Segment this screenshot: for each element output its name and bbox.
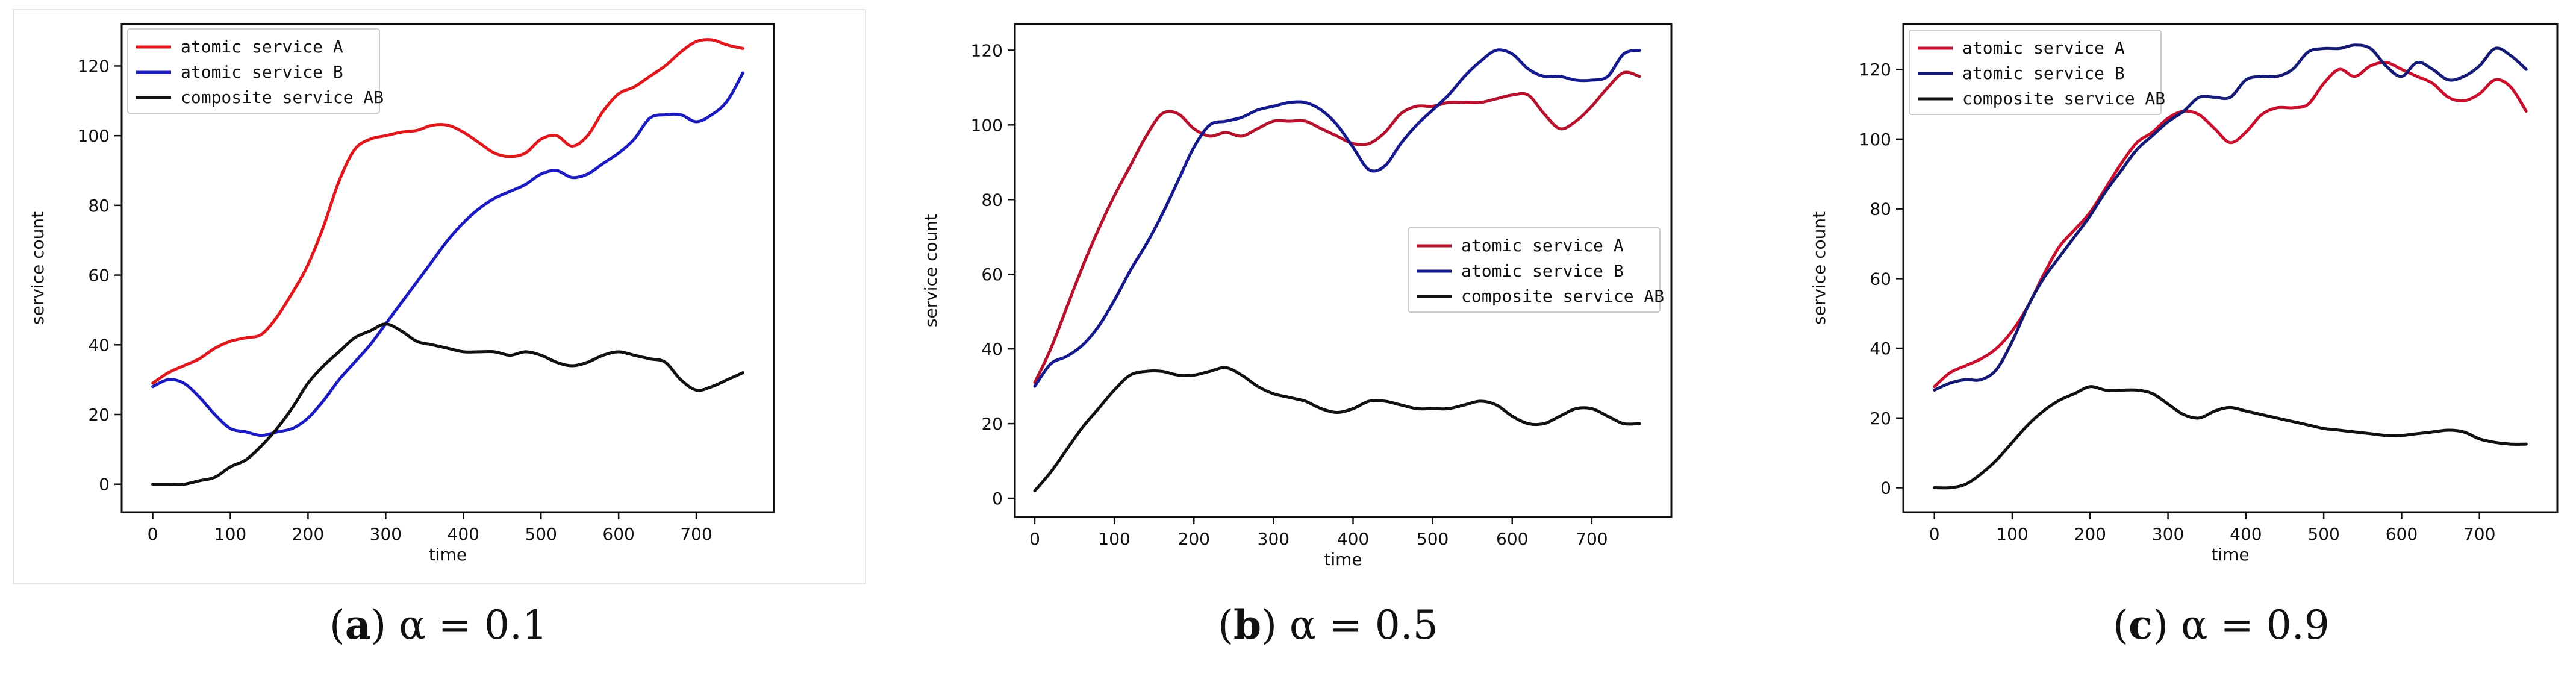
legend-label: atomic service A bbox=[1461, 236, 1624, 255]
x-tick-label: 100 bbox=[1996, 524, 2028, 544]
x-axis-label: time bbox=[1324, 549, 1362, 569]
y-tick-label: 120 bbox=[78, 56, 110, 76]
legend-label: composite service AB bbox=[1962, 89, 2165, 108]
series-line-3 bbox=[1933, 385, 2528, 490]
x-tick-label: 500 bbox=[525, 524, 557, 544]
caption-paren: ( bbox=[1218, 602, 1233, 648]
x-tick-label: 600 bbox=[2386, 524, 2418, 544]
caption-letter: c bbox=[2128, 601, 2153, 648]
y-tick-label: 40 bbox=[88, 335, 110, 355]
legend-label: atomic service B bbox=[181, 62, 343, 82]
series-line-3 bbox=[151, 322, 744, 486]
x-tick-label: 0 bbox=[148, 524, 158, 544]
x-axis-label: time bbox=[2211, 545, 2249, 565]
chart-c: 0 100 200 300 400 500 600 700 0 20 40 60 80 100 120 tim… bbox=[1809, 23, 2559, 648]
x-tick-label: 200 bbox=[1178, 529, 1210, 549]
x-tick-label: 100 bbox=[214, 524, 246, 544]
x-tick-label: 300 bbox=[1258, 529, 1290, 549]
chart-caption: (a) α = 0.1 bbox=[329, 601, 547, 648]
y-tick-label: 100 bbox=[971, 115, 1003, 135]
series-line-2 bbox=[151, 71, 744, 437]
x-tick-label: 700 bbox=[2463, 524, 2495, 544]
legend-box bbox=[1408, 227, 1661, 313]
caption-paren: ( bbox=[329, 602, 345, 648]
legend-label: atomic service B bbox=[1461, 261, 1624, 281]
y-tick-label: 100 bbox=[1859, 130, 1891, 149]
x-tick-label: 200 bbox=[2074, 524, 2106, 544]
x-tick-label: 600 bbox=[602, 524, 634, 544]
y-tick-label: 20 bbox=[88, 405, 110, 425]
x-tick-label: 500 bbox=[2307, 524, 2339, 544]
series-line-2 bbox=[1033, 48, 1641, 388]
legend-label: atomic service A bbox=[181, 37, 343, 57]
x-tick-label: 300 bbox=[2152, 524, 2184, 544]
caption-expression: α = 0.9 bbox=[2181, 602, 2330, 648]
caption-paren: ( bbox=[2113, 602, 2128, 648]
x-tick-label: 200 bbox=[292, 524, 324, 544]
legend-box bbox=[1909, 30, 2162, 115]
chart-caption: (c) α = 0.9 bbox=[2113, 601, 2329, 648]
caption-paren: ) bbox=[2153, 602, 2181, 648]
x-tick-label: 400 bbox=[2230, 524, 2262, 544]
series-line-3 bbox=[1033, 366, 1641, 493]
caption-expression: α = 0.1 bbox=[399, 602, 547, 648]
plot-area bbox=[120, 23, 775, 513]
y-tick-label: 20 bbox=[1870, 408, 1891, 428]
legend-label: composite service AB bbox=[1461, 286, 1664, 306]
y-tick-label: 20 bbox=[981, 414, 1003, 434]
legend-label: atomic service B bbox=[1962, 63, 2125, 83]
series-line-1 bbox=[151, 38, 744, 385]
x-tick-label: 700 bbox=[1576, 529, 1608, 549]
x-tick-label: 600 bbox=[1496, 529, 1528, 549]
x-axis-label: time bbox=[429, 545, 467, 565]
y-tick-label: 120 bbox=[1859, 60, 1891, 80]
y-axis-label: service count bbox=[1809, 211, 1829, 325]
chart-a: 0 100 200 300 400 500 600 700 0 20 40 60 80 100 120 tim… bbox=[13, 9, 866, 648]
y-tick-label: 0 bbox=[1880, 478, 1891, 498]
y-tick-label: 0 bbox=[99, 475, 110, 495]
y-axis-label: service count bbox=[921, 214, 941, 327]
y-tick-label: 60 bbox=[1870, 269, 1891, 289]
y-tick-label: 80 bbox=[1870, 199, 1891, 219]
x-tick-label: 100 bbox=[1098, 529, 1130, 549]
caption-paren: ) bbox=[370, 602, 399, 648]
y-tick-label: 80 bbox=[88, 196, 110, 216]
y-tick-label: 80 bbox=[981, 190, 1003, 210]
chart-caption: (b) α = 0.5 bbox=[1218, 601, 1438, 648]
y-axis-label: service count bbox=[28, 211, 48, 325]
chart-b: 0 100 200 300 400 500 600 700 0 20 40 60 80 100 120 tim… bbox=[921, 23, 1673, 648]
legend-box bbox=[127, 28, 380, 114]
caption-paren: ) bbox=[1261, 602, 1290, 648]
series-line-1 bbox=[1033, 70, 1641, 384]
x-tick-label: 0 bbox=[1929, 524, 1940, 544]
x-tick-label: 700 bbox=[680, 524, 712, 544]
x-tick-label: 500 bbox=[1417, 529, 1449, 549]
x-tick-label: 300 bbox=[370, 524, 402, 544]
y-tick-label: 0 bbox=[992, 489, 1003, 509]
figure-frame bbox=[13, 9, 866, 584]
y-tick-label: 60 bbox=[981, 265, 1003, 284]
legend-label: composite service AB bbox=[181, 87, 384, 107]
series-line-2 bbox=[1933, 43, 2528, 392]
x-tick-label: 400 bbox=[1337, 529, 1369, 549]
y-tick-label: 100 bbox=[78, 126, 110, 146]
y-tick-label: 60 bbox=[88, 266, 110, 286]
plot-area bbox=[1902, 23, 2559, 513]
x-tick-label: 0 bbox=[1029, 529, 1040, 549]
x-tick-label: 400 bbox=[448, 524, 479, 544]
caption-expression: α = 0.5 bbox=[1290, 602, 1438, 648]
legend-label: atomic service A bbox=[1962, 38, 2125, 58]
y-tick-label: 40 bbox=[1870, 339, 1891, 358]
y-tick-label: 40 bbox=[981, 339, 1003, 359]
y-tick-label: 120 bbox=[971, 40, 1003, 60]
plot-area bbox=[1014, 23, 1673, 518]
caption-letter: a bbox=[345, 601, 371, 648]
caption-letter: b bbox=[1233, 601, 1261, 648]
